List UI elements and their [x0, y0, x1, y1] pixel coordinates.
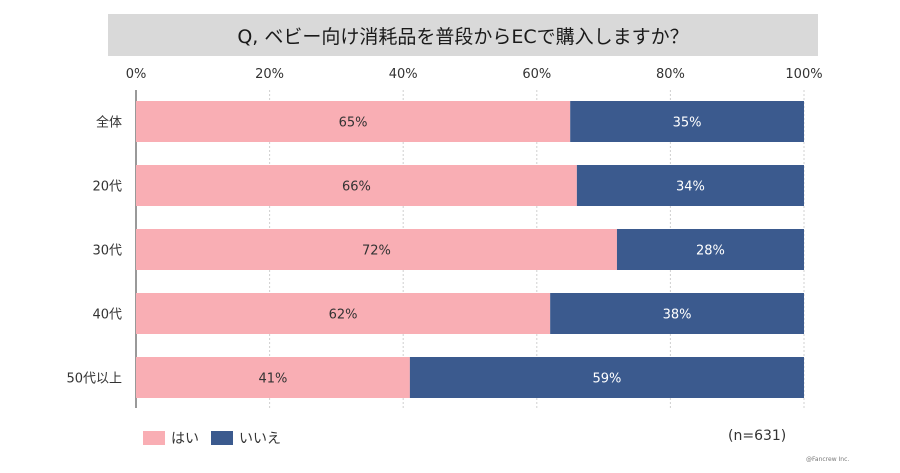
legend-label-no: いいえ — [239, 431, 281, 447]
data-label: 34% — [676, 180, 705, 195]
chart-title: Q, ベビー向け消耗品を普段からECで購入しますか？ — [108, 14, 818, 56]
data-label: 35% — [673, 116, 702, 131]
data-label: 59% — [592, 372, 621, 387]
bar-segment-yes — [136, 165, 577, 206]
bar-segment-no — [570, 101, 804, 142]
bar-segment-yes — [136, 293, 551, 334]
data-label: 72% — [362, 244, 391, 259]
data-label: 28% — [696, 244, 725, 259]
bar-segment-yes — [136, 101, 571, 142]
legend-label-yes: はい — [171, 431, 199, 447]
x-tick-label: 40% — [389, 67, 418, 82]
data-label: 38% — [663, 308, 692, 323]
x-tick-label: 0% — [126, 67, 147, 82]
legend-item-no: いいえ — [211, 428, 281, 448]
sample-size-label: (n=631) — [728, 428, 787, 444]
data-label: 41% — [258, 372, 287, 387]
legend-item-yes: はい — [143, 428, 199, 448]
legend: はい いいえ — [143, 428, 293, 448]
category-label: 全体 — [96, 115, 122, 131]
category-label: 30代 — [92, 244, 122, 259]
data-label: 62% — [329, 308, 358, 323]
x-tick-label: 100% — [785, 67, 822, 82]
legend-swatch-yes — [143, 431, 165, 445]
x-tick-label: 80% — [656, 67, 685, 82]
legend-swatch-no — [211, 431, 233, 445]
data-label: 65% — [339, 116, 368, 131]
data-label: 66% — [342, 180, 371, 195]
bar-segment-no — [576, 165, 804, 206]
x-tick-label: 20% — [255, 67, 284, 82]
bar-segment-yes — [136, 357, 410, 398]
credit-text: @Fancrew Inc. — [806, 456, 850, 463]
category-label: 40代 — [92, 308, 122, 323]
bar-segment-no — [409, 357, 804, 398]
bar-segment-no — [550, 293, 804, 334]
bar-segment-yes — [136, 229, 617, 270]
category-label: 50代以上 — [66, 372, 122, 387]
x-tick-label: 60% — [522, 67, 551, 82]
bar-segment-no — [616, 229, 804, 270]
category-label: 20代 — [92, 180, 122, 195]
